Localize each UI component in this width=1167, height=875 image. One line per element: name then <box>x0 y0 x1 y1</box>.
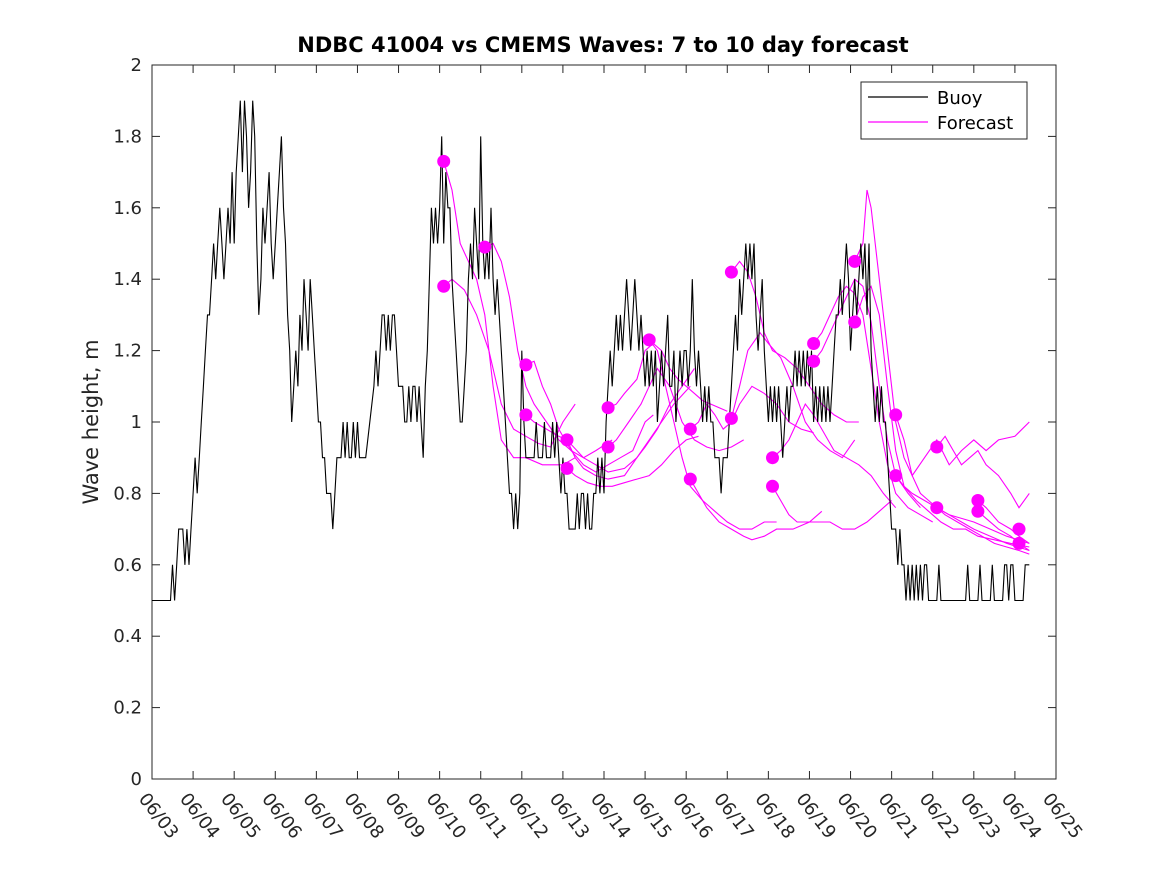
x-tick-label: 06/06 <box>257 789 305 843</box>
forecast-marker-3 <box>519 358 533 372</box>
x-tick-label: 06/03 <box>134 789 182 843</box>
forecast-marker-8 <box>601 440 615 454</box>
x-tick-label: 06/14 <box>586 789 634 843</box>
legend-label-buoy: Buoy <box>937 88 983 109</box>
forecast-marker-0 <box>437 154 451 168</box>
y-tick-label: 0.2 <box>113 698 142 719</box>
x-tick-label: 06/18 <box>750 789 798 843</box>
axes-box <box>151 64 1057 780</box>
y-tick-label: 0.6 <box>113 555 142 576</box>
forecast-line-22 <box>936 435 1030 509</box>
forecast-marker-12 <box>724 265 738 279</box>
forecast-marker-27 <box>1012 536 1026 550</box>
forecast-marker-25 <box>971 504 985 518</box>
y-tick-label: 1 <box>131 412 142 433</box>
forecast-line-21 <box>895 475 1030 552</box>
chart-title: NDBC 41004 vs CMEMS Waves: 7 to 10 day f… <box>297 33 908 57</box>
x-tick-label: 06/24 <box>997 789 1045 843</box>
x-tick-label: 06/07 <box>298 789 346 843</box>
forecast-marker-9 <box>642 333 656 347</box>
forecast-line-13 <box>730 331 856 459</box>
forecast-line-14 <box>772 403 897 509</box>
forecast-line-0 <box>443 278 576 448</box>
forecast-marker-22 <box>930 440 944 454</box>
series-layer <box>152 100 1030 602</box>
y-tick-label: 2 <box>131 55 142 76</box>
forecast-marker-17 <box>807 354 821 368</box>
legend: Buoy Forecast <box>860 81 1028 140</box>
x-tick-label: 06/10 <box>422 789 470 843</box>
buoy-line <box>152 100 1030 602</box>
y-tick-label: 0 <box>131 769 142 790</box>
forecast-marker-13 <box>724 411 738 425</box>
forecast-line-1 <box>443 161 576 466</box>
y-tick-label: 0.8 <box>113 483 142 504</box>
forecast-marker-6 <box>560 461 574 475</box>
y-tick-label: 1.4 <box>113 269 142 290</box>
forecast-line-16 <box>813 285 933 523</box>
x-tick-label: 06/19 <box>792 789 840 843</box>
forecast-line-11 <box>689 478 823 541</box>
forecast-marker-11 <box>683 472 697 486</box>
forecast-marker-14 <box>766 451 779 465</box>
forecast-line-6 <box>566 435 699 487</box>
y-tick-label: 1.8 <box>113 126 142 147</box>
forecast-line-15 <box>772 486 892 530</box>
forecast-marker-19 <box>848 315 862 329</box>
x-tick-label: 06/09 <box>381 789 429 843</box>
forecast-line-18 <box>854 189 1030 477</box>
forecast-marker-10 <box>683 422 697 436</box>
forecast-line-23 <box>936 507 1030 555</box>
forecast-marker-2 <box>478 240 492 254</box>
forecast-marker-23 <box>930 501 944 515</box>
x-tick-label: 06/21 <box>874 789 922 843</box>
y-tick-label: 1.2 <box>113 341 142 362</box>
forecast-line-5 <box>566 368 695 480</box>
x-tick-label: 06/16 <box>668 789 716 843</box>
x-tick-label: 06/17 <box>709 789 757 843</box>
forecast-line-3 <box>525 360 654 473</box>
y-tick-label: 1.6 <box>113 198 142 219</box>
x-tick-label: 06/22 <box>915 789 963 843</box>
forecast-marker-4 <box>519 408 533 422</box>
legend-label-forecast: Forecast <box>937 113 1013 134</box>
y-axis-label: Wave height, m <box>79 339 103 504</box>
forecast-marker-26 <box>1012 522 1026 536</box>
forecast-marker-7 <box>601 401 615 415</box>
x-tick-label: 06/05 <box>216 789 264 843</box>
forecast-marker-21 <box>889 469 903 483</box>
forecast-marker-1 <box>437 279 451 293</box>
x-tick-label: 06/04 <box>175 789 223 843</box>
plot-area: 00.20.40.60.811.21.41.61.8206/0306/0406/… <box>113 55 1086 843</box>
legend-box <box>860 81 1028 140</box>
forecast-marker-18 <box>848 254 862 268</box>
x-tick-label: 06/20 <box>833 789 881 843</box>
x-tick-label: 06/08 <box>340 789 388 843</box>
y-tick-label: 0.4 <box>113 626 142 647</box>
forecast-marker-24 <box>971 494 985 507</box>
x-tick-label: 06/13 <box>545 789 593 843</box>
x-tick-label: 06/15 <box>627 789 675 843</box>
x-tick-label: 06/23 <box>956 789 1004 843</box>
forecast-marker-16 <box>807 337 821 350</box>
x-tick-label: 06/11 <box>463 789 511 843</box>
forecast-marker-5 <box>560 433 574 447</box>
forecast-marker-15 <box>766 479 779 493</box>
x-tick-label: 06/25 <box>1038 789 1086 843</box>
forecast-marker-20 <box>889 408 903 422</box>
x-tick-label: 06/12 <box>504 789 552 843</box>
